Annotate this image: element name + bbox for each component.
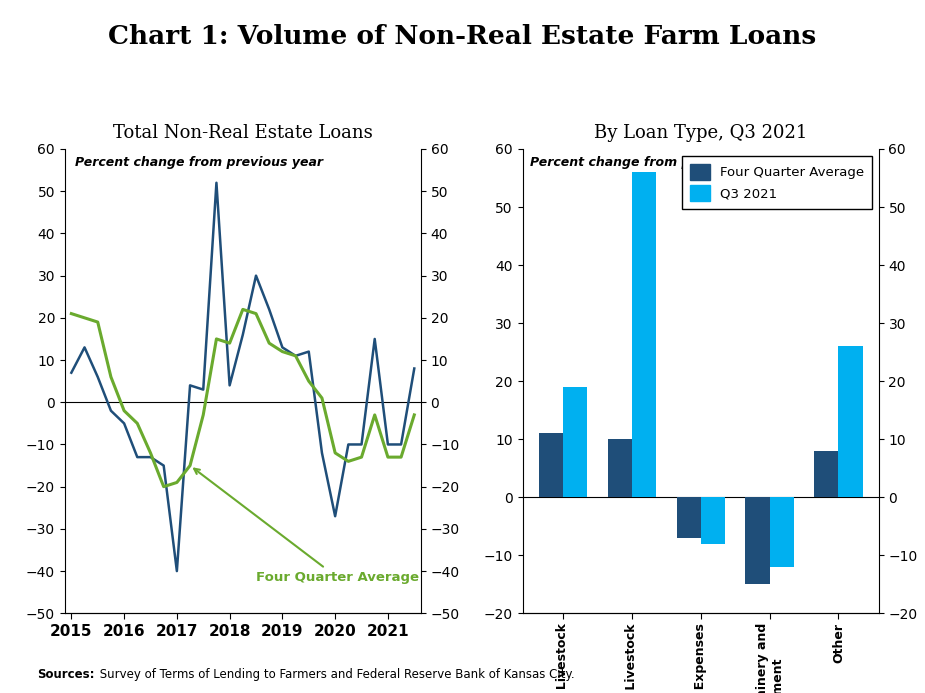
Text: Percent change from previous year: Percent change from previous year: [530, 156, 778, 169]
Title: Total Non-Real Estate Loans: Total Non-Real Estate Loans: [113, 124, 373, 142]
Bar: [563, 387, 587, 498]
Bar: [608, 439, 632, 498]
Bar: [814, 450, 838, 498]
Bar: [701, 498, 725, 543]
Bar: [632, 172, 656, 498]
Bar: [539, 433, 563, 498]
Text: Survey of Terms of Lending to Farmers and Federal Reserve Bank of Kansas City.: Survey of Terms of Lending to Farmers an…: [96, 667, 574, 681]
Text: Four Quarter Average: Four Quarter Average: [194, 468, 419, 584]
Bar: [746, 498, 770, 584]
Text: Percent change from previous year: Percent change from previous year: [76, 156, 324, 169]
Title: By Loan Type, Q3 2021: By Loan Type, Q3 2021: [594, 124, 808, 142]
Bar: [676, 498, 701, 538]
Legend: Four Quarter Average, Q3 2021: Four Quarter Average, Q3 2021: [682, 156, 872, 209]
Bar: [838, 346, 863, 498]
Bar: [770, 498, 794, 567]
Text: Sources:: Sources:: [37, 667, 94, 681]
Text: Chart 1: Volume of Non-Real Estate Farm Loans: Chart 1: Volume of Non-Real Estate Farm …: [108, 24, 817, 49]
